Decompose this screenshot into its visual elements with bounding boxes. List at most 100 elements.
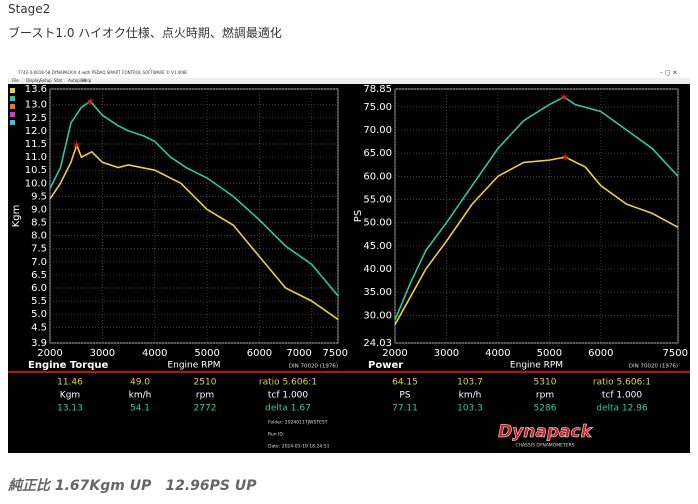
menu-item[interactable]: Autopilot <box>68 78 86 83</box>
series-line <box>394 156 679 325</box>
readout-cell: 77.11 <box>392 404 418 414</box>
menu-bar <box>8 78 690 84</box>
menu-item[interactable]: Help <box>82 78 92 83</box>
post-subtitle: ブースト1.0 ハイオク仕様、点火時期、燃調最適化 <box>8 26 282 40</box>
y-tick-label: 13.0 <box>25 100 47 111</box>
readout-cell: km/h <box>459 391 482 401</box>
series-line <box>49 142 339 321</box>
menu-item[interactable]: Display <box>26 78 41 83</box>
y-tick-label: 78.85 <box>363 84 392 95</box>
menu-item[interactable]: Setup <box>40 78 52 83</box>
x-tick-label: 4000 <box>142 348 167 359</box>
y-tick-label: 12.5 <box>25 113 47 124</box>
peak-marker: ✶ <box>559 91 569 105</box>
x-tick-label: 7500 <box>663 348 688 359</box>
run-info: Run ID: <box>268 432 284 438</box>
readout-cell: ratio 5.606:1 <box>259 378 317 388</box>
readout-cell: rpm <box>536 391 554 401</box>
y-tick-label: 55.00 <box>363 195 392 206</box>
chart-title: Engine Torque <box>28 360 108 371</box>
readout-cell: PS <box>399 391 410 401</box>
y-axis-label: PS <box>353 210 364 222</box>
x-tick-label: 5000 <box>194 348 219 359</box>
x-tick-label: 4000 <box>485 348 510 359</box>
y-tick-label: 65.00 <box>363 148 392 159</box>
x-tick-label: 6000 <box>588 348 613 359</box>
title-bar <box>8 68 690 78</box>
y-tick-label: 60.00 <box>363 171 392 182</box>
y-axis-label: Kgm <box>11 205 22 228</box>
y-tick-label: 8.5 <box>31 218 47 229</box>
readout-cell: 2772 <box>194 404 217 414</box>
y-tick-label: 12.0 <box>25 126 47 137</box>
series-line <box>49 100 339 297</box>
readout-cell: 2510 <box>194 378 217 388</box>
standard-label: DIN 70020 (1976) <box>629 364 678 370</box>
readout-cell: 5286 <box>534 404 557 414</box>
y-tick-label: 13.6 <box>25 84 47 95</box>
run-info: Folder: 20240117JWSTEST <box>268 420 328 426</box>
y-tick-label: 35.00 <box>363 287 392 298</box>
readout-cell: km/h <box>129 391 152 401</box>
x-axis-label: Engine RPM <box>167 361 220 371</box>
readout-cell: Kgm <box>60 391 80 401</box>
peak-marker: ✶ <box>72 139 82 153</box>
readout-cell: delta 12.96 <box>596 404 648 414</box>
x-tick-label: 3000 <box>434 348 459 359</box>
readout-cell: 103.3 <box>457 404 483 414</box>
plot-area <box>49 88 339 344</box>
y-tick-label: 70.00 <box>363 125 392 136</box>
y-tick-label: 40.00 <box>363 264 392 275</box>
readout-cell: 103.7 <box>457 378 483 388</box>
series-line <box>394 96 679 321</box>
x-tick-label: 7000 <box>286 348 311 359</box>
window-controls[interactable]: – ▢ ✕ <box>660 70 678 77</box>
x-tick-label: 7500 <box>323 348 348 359</box>
y-tick-label: 6.5 <box>31 270 47 281</box>
readout-cell: 64.15 <box>392 378 418 388</box>
y-tick-label: 9.5 <box>31 191 47 202</box>
y-tick-label: 3.9 <box>31 338 47 349</box>
logo: Dynapack <box>498 422 593 442</box>
y-tick-label: 8.0 <box>31 231 47 242</box>
y-tick-label: 9.0 <box>31 204 47 215</box>
post-title: Stage2 <box>8 2 51 16</box>
y-tick-label: 50.00 <box>363 218 392 229</box>
x-tick-label: 2000 <box>37 348 62 359</box>
readout-cell: ratio 5.606:1 <box>593 378 651 388</box>
y-tick-label: 4.5 <box>31 322 47 333</box>
y-tick-label: 24.03 <box>363 338 392 349</box>
y-tick-label: 7.0 <box>31 257 47 268</box>
peak-marker: ✶ <box>560 151 570 165</box>
x-tick-label: 6000 <box>247 348 272 359</box>
x-axis-label: Engine RPM <box>510 361 563 371</box>
run-info: Date: 2024-01-19 18:24:51 <box>268 444 330 450</box>
readout-cell: 5310 <box>534 378 557 388</box>
readout-cell: delta 1.67 <box>265 404 311 414</box>
readout-cell: 11.46 <box>57 378 83 388</box>
readout-cell: tcf 1.000 <box>268 391 309 401</box>
menu-item[interactable]: Stat <box>54 78 63 83</box>
readout-cell: 54.1 <box>130 404 150 414</box>
readout-cell: 49.0 <box>130 378 150 388</box>
y-tick-label: 75.00 <box>363 102 392 113</box>
color-swatches <box>10 88 15 125</box>
plot-area <box>394 88 679 344</box>
standard-label: DIN 70020 (1976) <box>289 364 338 370</box>
menu-item[interactable]: File <box>12 78 19 83</box>
y-tick-label: 10.0 <box>25 178 47 189</box>
y-tick-label: 5.5 <box>31 296 47 307</box>
logo-tagline: CHASSIS DYNAMOMETERS <box>515 443 574 449</box>
y-tick-label: 10.5 <box>25 165 47 176</box>
peak-marker: ✶ <box>85 95 95 109</box>
x-tick-label: 3000 <box>90 348 115 359</box>
y-tick-label: 5.0 <box>31 309 47 320</box>
chart-title: Power <box>368 360 403 371</box>
window-title: 7742-4-0018-58 DYNAPACK® 4 with PSDAQ SM… <box>18 70 188 75</box>
y-tick-label: 7.5 <box>31 244 47 255</box>
y-tick-label: 45.00 <box>363 241 392 252</box>
y-tick-label: 11.0 <box>25 152 47 163</box>
x-tick-label: 5000 <box>537 348 562 359</box>
